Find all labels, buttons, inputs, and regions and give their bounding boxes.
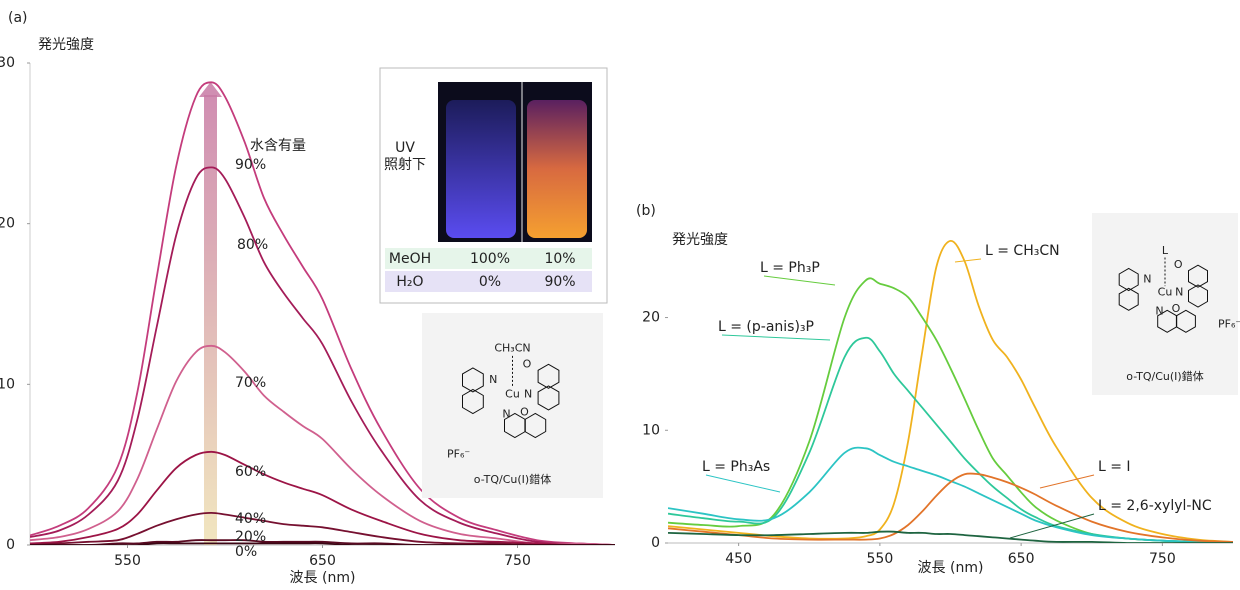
atom-label: Cu [1158, 286, 1173, 299]
structure-caption: o-TQ/Cu(I)錯体 [1126, 369, 1203, 383]
series-label: L = 2,6-xylyl-NC [1098, 498, 1212, 514]
series-label: 60% [235, 464, 266, 480]
arrow-head [199, 82, 222, 97]
table-cell: 90% [544, 274, 575, 290]
x-axis-title: 波長 (nm) [290, 570, 356, 586]
inset-label: 照射下 [384, 157, 426, 173]
leader-line [955, 259, 981, 262]
atom-label: O [523, 357, 532, 370]
series-label: L = I [1098, 459, 1131, 475]
structure-ligand: CH₃CN [494, 342, 530, 355]
table-cell: 10% [544, 251, 575, 267]
leader-line [722, 335, 830, 340]
y-tick-label: 10 [642, 422, 660, 438]
counterion: PF₆⁻ [447, 447, 470, 460]
figure: (a) 発光強度波長 (nm) 0 10 20 30 550 650 750 水含有量 90% 80%… [0, 0, 1240, 586]
series-label: L = Ph₃P [760, 260, 820, 276]
x-tick-label: 750 [504, 553, 531, 569]
table-cell: 0% [479, 274, 501, 290]
table-cell: H₂O [396, 274, 423, 290]
atom-label: O [520, 405, 529, 418]
vial-left [446, 100, 516, 238]
series-label: L = Ph₃As [702, 459, 770, 475]
panel-label: (b) [636, 203, 656, 219]
y-tick-label: 30 [0, 55, 15, 71]
arrow-shaft [204, 95, 217, 545]
inset-label: UV [395, 140, 415, 156]
y-tick-label: 10 [0, 376, 15, 392]
atom-label: O [1172, 302, 1181, 315]
structure-box [1092, 213, 1238, 395]
y-axis-title: 発光強度 [38, 37, 94, 53]
y-tick-label: 0 [651, 535, 660, 551]
structure-caption: o-TQ/Cu(I)錯体 [474, 472, 551, 486]
atom-label: O [1174, 258, 1183, 271]
x-tick-label: 750 [1149, 551, 1176, 567]
atom-label: Cu [505, 387, 520, 400]
atom-label: N [1143, 273, 1151, 286]
x-tick-label: 450 [725, 551, 752, 567]
y-tick-label: 20 [0, 216, 15, 232]
atom-label: N [502, 408, 510, 421]
annotation: 水含有量 [250, 138, 306, 154]
x-tick-label: 550 [867, 551, 894, 567]
atom-label: N [1155, 304, 1163, 317]
series-label: L = CH₃CN [985, 243, 1060, 259]
series-label: 90% [235, 157, 266, 173]
series-label: L = (p-anis)₃P [718, 319, 814, 335]
series-label: 40% [235, 511, 266, 527]
y-axis-title: 発光強度 [672, 232, 728, 248]
y-tick-label: 0 [6, 537, 15, 553]
x-tick-label: 650 [1008, 551, 1035, 567]
x-tick-label: 550 [114, 553, 141, 569]
vial-right [527, 100, 587, 238]
y-tick-label: 20 [642, 310, 660, 326]
table-cell: MeOH [389, 251, 431, 267]
atom-label: N [1175, 286, 1183, 299]
panel-label: (a) [8, 10, 28, 26]
atom-label: N [489, 373, 497, 386]
counterion: PF₆⁻ [1218, 318, 1240, 331]
table-cell: 100% [470, 251, 510, 267]
x-axis-title: 波長 (nm) [918, 560, 984, 576]
atom-label: N [524, 387, 532, 400]
series-label: 80% [237, 237, 268, 253]
series-label: 0% [235, 544, 257, 560]
leader-line [764, 276, 835, 285]
leader-line [1040, 475, 1094, 488]
leader-line [706, 475, 780, 492]
x-tick-label: 650 [309, 553, 336, 569]
structure-ligand: L [1162, 244, 1169, 257]
series-label: 70% [235, 375, 266, 391]
